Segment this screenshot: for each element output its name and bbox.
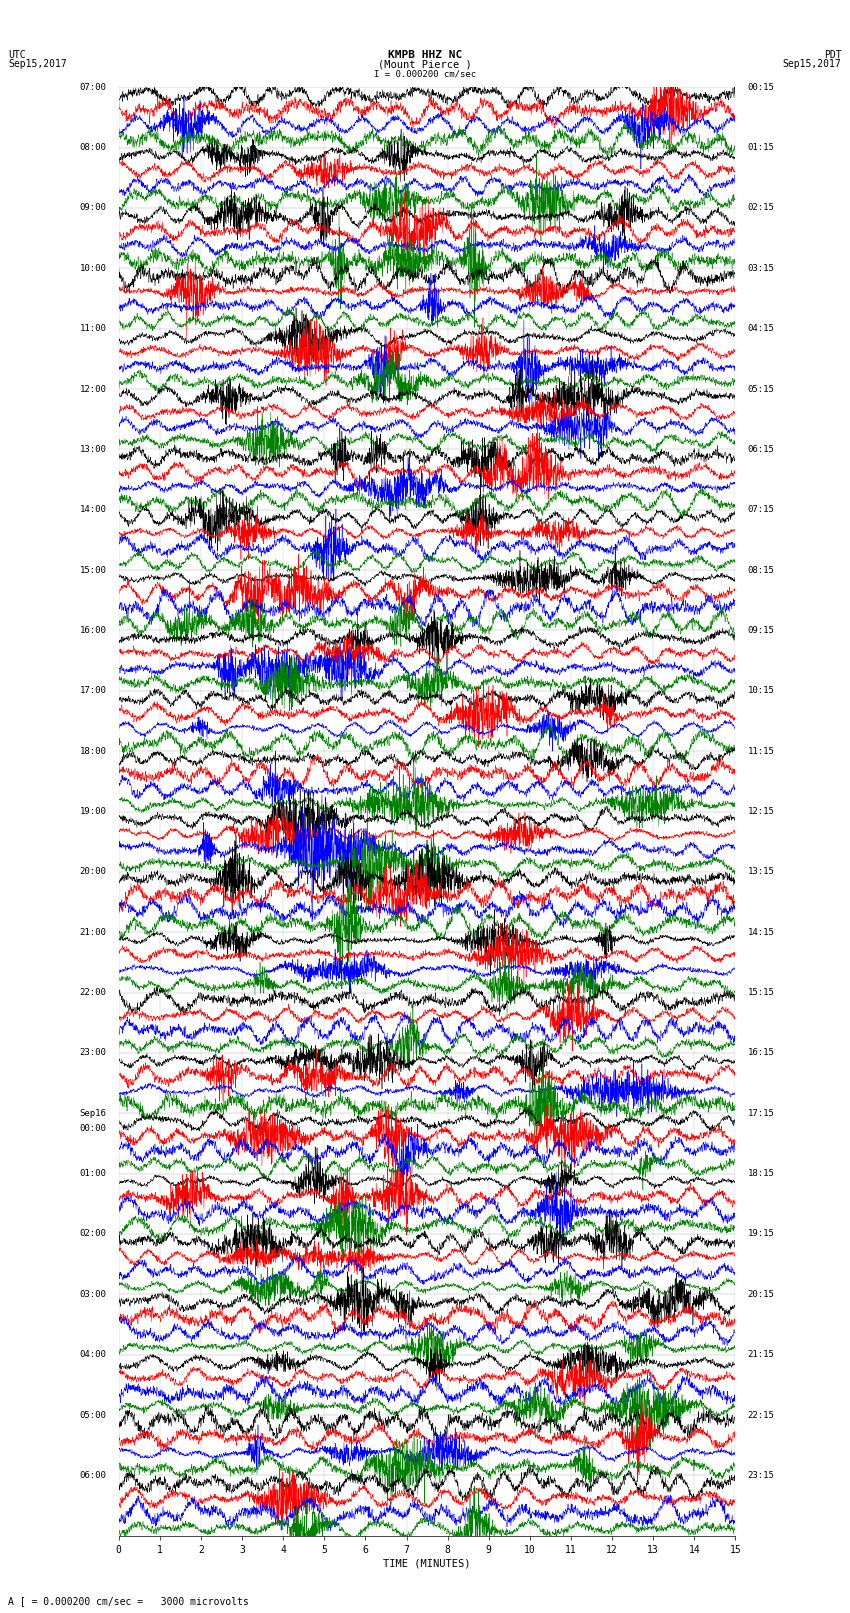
Text: 08:15: 08:15	[748, 566, 774, 574]
Text: 07:15: 07:15	[748, 505, 774, 515]
Text: 18:00: 18:00	[80, 747, 106, 755]
Text: 05:15: 05:15	[748, 384, 774, 394]
Text: 04:15: 04:15	[748, 324, 774, 334]
Text: 01:00: 01:00	[80, 1169, 106, 1177]
Text: 17:15: 17:15	[748, 1108, 774, 1118]
Text: Sep15,2017: Sep15,2017	[8, 60, 67, 69]
Text: 23:00: 23:00	[80, 1048, 106, 1058]
Text: 08:00: 08:00	[80, 144, 106, 152]
Text: 11:00: 11:00	[80, 324, 106, 334]
Text: 00:00: 00:00	[80, 1124, 106, 1132]
Text: 04:00: 04:00	[80, 1350, 106, 1360]
Text: 00:15: 00:15	[748, 82, 774, 92]
Text: Sep15,2017: Sep15,2017	[783, 60, 842, 69]
Text: 02:15: 02:15	[748, 203, 774, 213]
Text: A [ = 0.000200 cm/sec =   3000 microvolts: A [ = 0.000200 cm/sec = 3000 microvolts	[8, 1597, 249, 1607]
Text: 09:00: 09:00	[80, 203, 106, 213]
Text: 22:15: 22:15	[748, 1410, 774, 1419]
Text: I = 0.000200 cm/sec: I = 0.000200 cm/sec	[374, 69, 476, 77]
Text: PDT: PDT	[824, 50, 842, 60]
Text: 16:00: 16:00	[80, 626, 106, 636]
Text: 15:00: 15:00	[80, 566, 106, 574]
Text: 15:15: 15:15	[748, 989, 774, 997]
Text: 07:00: 07:00	[80, 82, 106, 92]
Text: 22:00: 22:00	[80, 989, 106, 997]
Text: 20:00: 20:00	[80, 868, 106, 876]
Text: 10:00: 10:00	[80, 265, 106, 273]
Text: 06:00: 06:00	[80, 1471, 106, 1479]
Text: 09:15: 09:15	[748, 626, 774, 636]
Text: 17:00: 17:00	[80, 686, 106, 695]
Text: Sep16: Sep16	[80, 1108, 106, 1118]
Text: 20:15: 20:15	[748, 1290, 774, 1298]
Text: 18:15: 18:15	[748, 1169, 774, 1177]
Text: 01:15: 01:15	[748, 144, 774, 152]
X-axis label: TIME (MINUTES): TIME (MINUTES)	[383, 1560, 471, 1569]
Text: 03:15: 03:15	[748, 265, 774, 273]
Text: (Mount Pierce ): (Mount Pierce )	[378, 60, 472, 69]
Text: 11:15: 11:15	[748, 747, 774, 755]
Text: 16:15: 16:15	[748, 1048, 774, 1058]
Text: 06:15: 06:15	[748, 445, 774, 453]
Text: 12:15: 12:15	[748, 806, 774, 816]
Text: 19:00: 19:00	[80, 806, 106, 816]
Text: 19:15: 19:15	[748, 1229, 774, 1239]
Text: 10:15: 10:15	[748, 686, 774, 695]
Text: KMPB HHZ NC: KMPB HHZ NC	[388, 50, 462, 60]
Text: 21:15: 21:15	[748, 1350, 774, 1360]
Text: 21:00: 21:00	[80, 927, 106, 937]
Text: 02:00: 02:00	[80, 1229, 106, 1239]
Text: 05:00: 05:00	[80, 1410, 106, 1419]
Text: 14:15: 14:15	[748, 927, 774, 937]
Text: 23:15: 23:15	[748, 1471, 774, 1479]
Text: UTC: UTC	[8, 50, 26, 60]
Text: 12:00: 12:00	[80, 384, 106, 394]
Text: 03:00: 03:00	[80, 1290, 106, 1298]
Text: 13:00: 13:00	[80, 445, 106, 453]
Text: 14:00: 14:00	[80, 505, 106, 515]
Text: 13:15: 13:15	[748, 868, 774, 876]
